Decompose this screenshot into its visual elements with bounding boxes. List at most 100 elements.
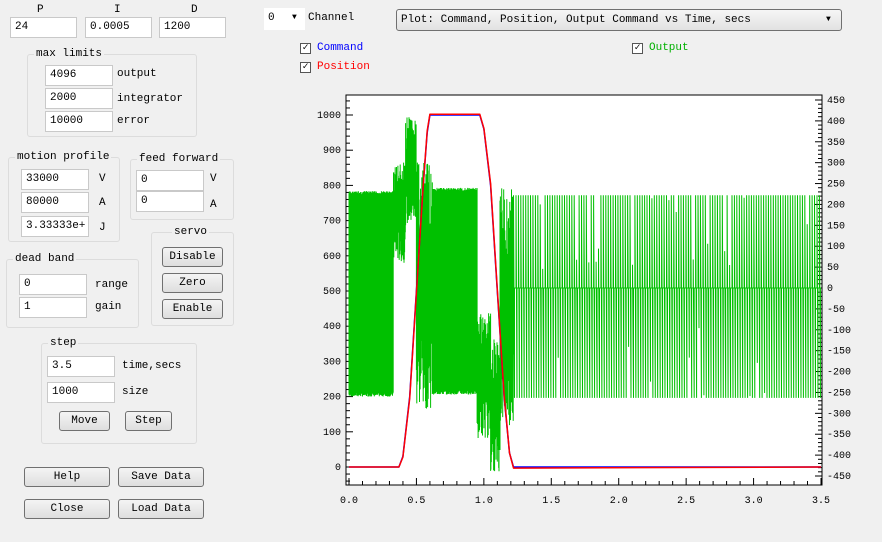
y-right-tick-label: -350 — [827, 430, 851, 441]
command-checkbox[interactable]: ✓ — [300, 43, 311, 54]
y-right-tick-label: 100 — [827, 242, 845, 253]
ff-acceleration-label: A — [210, 199, 217, 211]
servo-group: servo — [151, 225, 234, 326]
step-time-label: time,secs — [122, 360, 182, 372]
x-tick-label: 2.0 — [610, 496, 628, 507]
dead-band-range-label: range — [95, 279, 129, 291]
x-tick-label: 3.5 — [812, 496, 830, 507]
close-button[interactable]: Close — [24, 499, 110, 519]
integrator-limit-input[interactable]: 2000 — [45, 88, 113, 109]
y-right-tick-label: 400 — [827, 117, 845, 128]
error-limit-label: error — [117, 115, 151, 127]
feed-forward-group: feed forward — [130, 152, 234, 220]
y-right-tick-label: 50 — [827, 263, 839, 274]
output-label: Output — [649, 42, 689, 54]
y-right-tick-label: -450 — [827, 472, 851, 483]
output-limit-input[interactable]: 4096 — [45, 65, 113, 86]
jerk-label: J — [99, 222, 106, 234]
x-tick-label: 2.5 — [677, 496, 695, 507]
y-right-tick-label: 200 — [827, 200, 845, 211]
x-tick-label: 0.5 — [407, 496, 425, 507]
channel-value: 0 — [268, 12, 275, 24]
move-button[interactable]: Move — [59, 411, 110, 431]
y-right-tick-label: -400 — [827, 451, 851, 462]
plot-type-value: Plot: Command, Position, Output Command … — [401, 14, 751, 26]
motion-profile-group: motion profile — [8, 150, 120, 242]
y-left-tick-label: 700 — [323, 217, 341, 228]
position-checkbox[interactable]: ✓ — [300, 62, 311, 73]
ff-velocity-input[interactable]: 0 — [136, 170, 204, 191]
output-limit-label: output — [117, 68, 157, 80]
p-label: P — [37, 4, 44, 16]
y-right-tick-label: -50 — [827, 305, 845, 316]
position-label: Position — [317, 61, 370, 73]
checkmark-icon: ✓ — [634, 43, 641, 54]
group-title: max limits — [34, 47, 105, 61]
group-title: feed forward — [137, 152, 221, 166]
jerk-input[interactable]: 3.33333e+ — [21, 216, 89, 237]
y-left-tick-label: 600 — [323, 252, 341, 263]
channel-select[interactable]: 0 ▼ — [264, 8, 305, 30]
zero-button[interactable]: Zero — [162, 273, 223, 293]
y-right-tick-label: 0 — [827, 284, 833, 295]
group-title: servo — [172, 225, 210, 239]
save-data-button[interactable]: Save Data — [118, 467, 204, 487]
plot-type-select[interactable]: Plot: Command, Position, Output Command … — [396, 9, 842, 31]
d-label: D — [191, 4, 198, 16]
group-title: step — [48, 336, 79, 350]
step-button[interactable]: Step — [125, 411, 172, 431]
y-right-tick-label: -250 — [827, 388, 851, 399]
position-series-line — [349, 113, 822, 469]
plot-chart: 01002003004005006007008009001000-450-400… — [317, 94, 851, 507]
step-time-input[interactable]: 3.5 — [47, 356, 115, 377]
disable-button[interactable]: Disable — [162, 247, 223, 267]
enable-button[interactable]: Enable — [162, 299, 223, 319]
dead-band-gain-input[interactable]: 1 — [19, 297, 87, 318]
y-left-tick-label: 1000 — [317, 111, 341, 122]
max-limits-group: max limits — [27, 47, 197, 137]
acceleration-input[interactable]: 80000 — [21, 192, 89, 213]
checkmark-icon: ✓ — [302, 43, 309, 54]
y-right-tick-label: 150 — [827, 221, 845, 232]
velocity-input[interactable]: 33000 — [21, 169, 89, 190]
step-group: step — [41, 336, 197, 444]
velocity-label: V — [99, 173, 106, 185]
y-right-tick-label: -200 — [827, 368, 851, 379]
step-size-input[interactable]: 1000 — [47, 382, 115, 403]
i-label: I — [114, 4, 121, 16]
command-label: Command — [317, 42, 364, 54]
y-right-tick-label: 250 — [827, 180, 845, 191]
triangle-down-icon: ▼ — [292, 13, 297, 22]
ff-acceleration-input[interactable]: 0 — [136, 191, 204, 212]
dead-band-gain-label: gain — [95, 301, 122, 313]
x-tick-label: 1.5 — [542, 496, 560, 507]
y-right-tick-label: 450 — [827, 96, 845, 107]
integrator-limit-label: integrator — [117, 93, 184, 105]
step-size-label: size — [122, 386, 149, 398]
error-limit-input[interactable]: 10000 — [45, 111, 113, 132]
acceleration-label: A — [99, 197, 106, 209]
output-checkbox[interactable]: ✓ — [632, 43, 643, 54]
checkmark-icon: ✓ — [302, 62, 309, 73]
y-left-tick-label: 500 — [323, 287, 341, 298]
y-right-tick-label: -300 — [827, 409, 851, 420]
load-data-button[interactable]: Load Data — [118, 499, 204, 519]
y-left-tick-label: 900 — [323, 146, 341, 157]
y-left-tick-label: 800 — [323, 181, 341, 192]
y-left-tick-label: 400 — [323, 322, 341, 333]
ff-velocity-label: V — [210, 173, 217, 185]
group-title: dead band — [13, 252, 77, 266]
x-tick-label: 1.0 — [475, 496, 493, 507]
dead-band-range-input[interactable]: 0 — [19, 274, 87, 295]
i-input[interactable]: 0.0005 — [85, 17, 152, 38]
d-input[interactable]: 1200 — [159, 17, 226, 38]
triangle-down-icon: ▼ — [826, 15, 831, 24]
group-title: motion profile — [15, 150, 112, 164]
help-button[interactable]: Help — [24, 467, 110, 487]
y-left-tick-label: 100 — [323, 428, 341, 439]
y-left-tick-label: 0 — [335, 463, 341, 474]
p-input[interactable]: 24 — [10, 17, 77, 38]
y-right-tick-label: -100 — [827, 326, 851, 337]
y-right-tick-label: 300 — [827, 159, 845, 170]
channel-label: Channel — [308, 12, 355, 24]
